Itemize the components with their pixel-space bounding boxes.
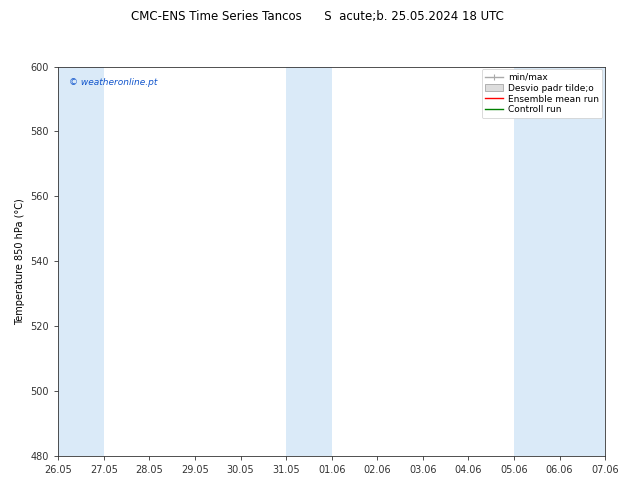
- Bar: [58, 67, 104, 456]
- Y-axis label: Temperature 850 hPa (°C): Temperature 850 hPa (°C): [15, 198, 25, 325]
- Bar: [514, 67, 560, 456]
- Legend: min/max, Desvio padr tilde;o, Ensemble mean run, Controll run: min/max, Desvio padr tilde;o, Ensemble m…: [482, 69, 602, 118]
- Bar: [286, 67, 332, 456]
- Text: CMC-ENS Time Series Tancos      S  acute;b. 25.05.2024 18 UTC: CMC-ENS Time Series Tancos S acute;b. 25…: [131, 10, 503, 23]
- Text: © weatheronline.pt: © weatheronline.pt: [69, 78, 157, 87]
- Bar: [560, 67, 605, 456]
